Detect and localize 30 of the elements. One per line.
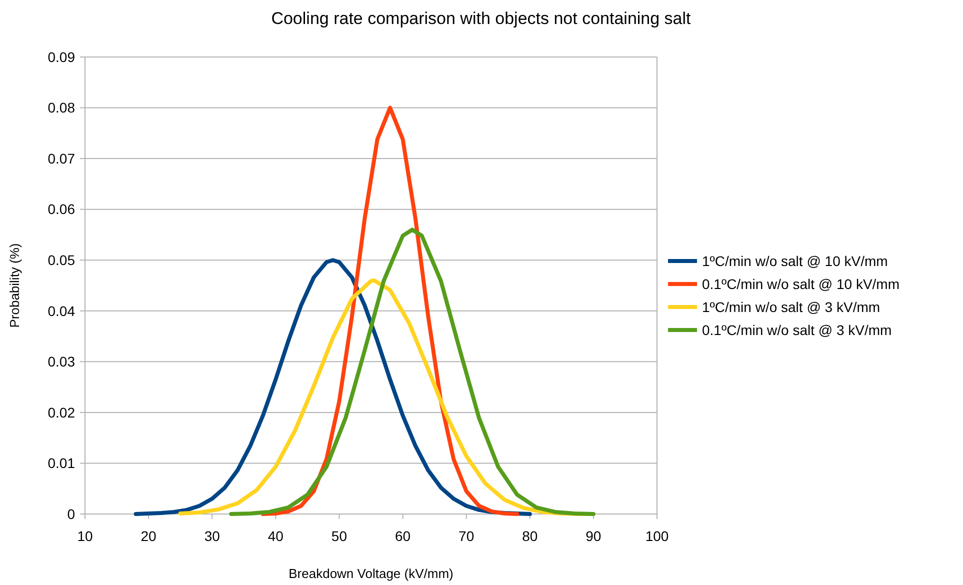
x-tick-label: 50 [331, 528, 348, 544]
y-tick-label: 0.09 [48, 48, 76, 65]
x-tick-label: 10 [77, 528, 93, 544]
line-series [260, 106, 520, 516]
x-tick-label: 100 [645, 528, 669, 544]
x-tick-label: 70 [458, 528, 474, 544]
legend-label: 1ºC/min w/o salt @ 3 kV/mm [702, 298, 880, 315]
legend-label: 0.1ºC/min w/o salt @ 3 kV/mm [702, 322, 892, 338]
y-tick-label: 0.06 [48, 201, 76, 218]
x-tick-label: 30 [204, 528, 220, 544]
x-tick-label: 60 [394, 528, 411, 544]
y-tick-label: 0.07 [48, 150, 76, 166]
y-tick-label: 0.04 [48, 302, 76, 319]
legend-label: 0.1ºC/min w/o salt @ 10 kV/mm [702, 276, 900, 292]
x-tick-label: 80 [522, 528, 538, 544]
y-tick-label: 0.05 [48, 252, 76, 268]
y-tick-label: 0.08 [48, 100, 76, 116]
y-tick-label: 0.01 [48, 455, 76, 472]
x-tick-label: 20 [140, 528, 157, 544]
y-axis-title: Probability (%) [7, 243, 22, 328]
x-tick-label: 90 [586, 528, 602, 544]
x-tick-label: 40 [268, 528, 284, 544]
line-series [229, 228, 596, 516]
y-tick-label: 0.03 [48, 354, 76, 370]
chart-title: Cooling rate comparison with objects not containing salt [271, 9, 692, 28]
legend-label: 1ºC/min w/o salt @ 10 kV/mm [702, 252, 888, 269]
y-tick-label: 0.02 [48, 404, 76, 420]
line-series [134, 258, 532, 516]
x-axis-title: Breakdown Voltage (kV/mm) [288, 566, 454, 581]
y-tick-label: 0 [67, 506, 76, 522]
